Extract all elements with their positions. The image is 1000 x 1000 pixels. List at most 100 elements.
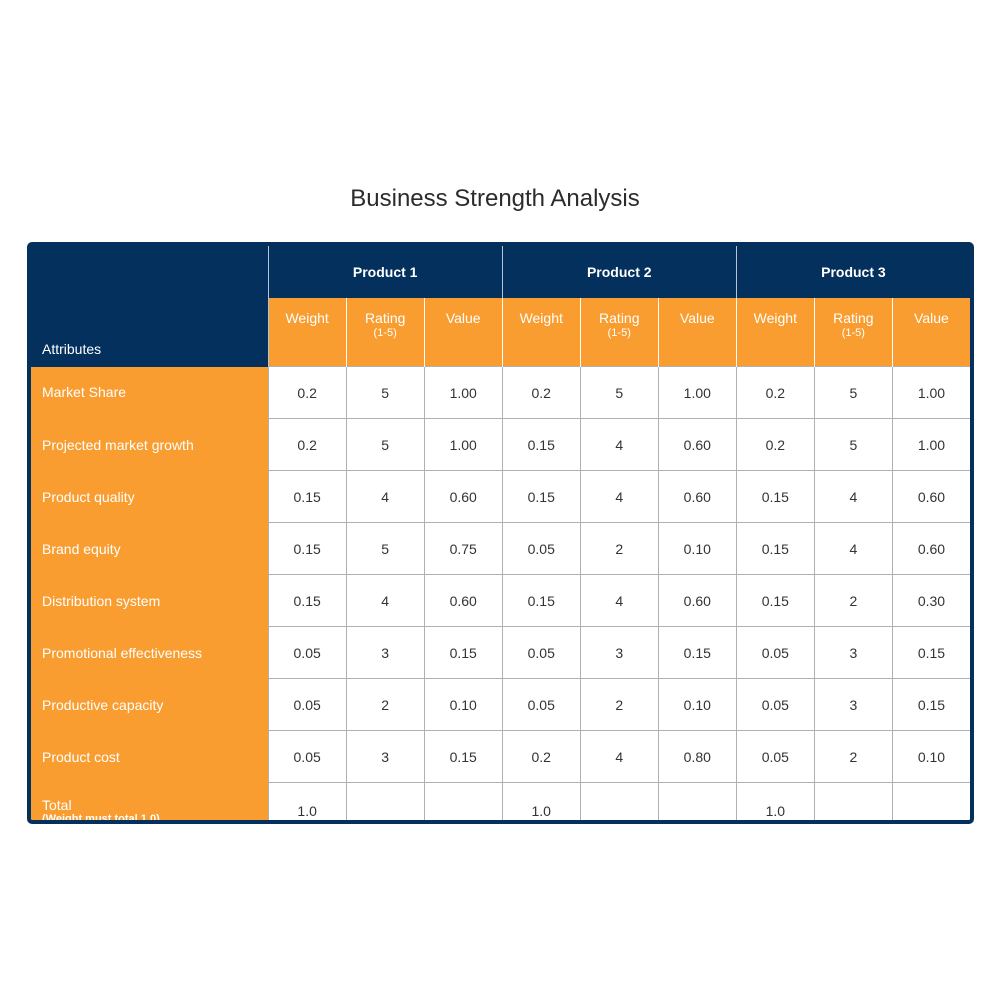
table-cell: 4 [579,470,659,523]
table-cell: 0.60 [657,574,737,627]
table-cell: 1.00 [891,418,970,471]
table-cell: 1.0 [735,782,815,820]
table-cell: 5 [345,418,425,471]
table-cell: 0.60 [891,522,970,575]
table-cell [657,782,737,820]
value-header: Value [657,298,737,367]
table-cell: 0.60 [423,574,503,627]
table-row: Product quality 0.15 4 0.60 0.15 4 0.60 … [31,470,970,523]
table-cell: 0.2 [735,366,815,419]
table-cell: 0.05 [267,730,347,783]
table-cell: 1.0 [501,782,581,820]
weight-header: Weight [501,298,581,367]
table-cell: 0.75 [423,522,503,575]
product-1-header: Product 1 [267,246,503,298]
rating-header: Rating (1-5) [579,298,659,367]
rating-header: Rating (1-5) [345,298,425,367]
table-cell: 0.30 [891,574,970,627]
table-cell: 0.05 [735,626,815,679]
table-cell: 0.2 [735,418,815,471]
table-cell: 0.60 [423,470,503,523]
page-title: Business Strength Analysis [350,185,640,212]
table-cell [423,782,503,820]
table-cell: 0.15 [267,522,347,575]
weight-header: Weight [735,298,815,367]
table-cell: 4 [813,470,893,523]
table-row: Projected market growth 0.2 5 1.00 0.15 … [31,418,970,471]
table-cell: 0.15 [267,574,347,627]
table-cell: 0.15 [267,470,347,523]
product-3-header: Product 3 [735,246,970,298]
row-label: Market Share [31,366,269,419]
subheader-row: Weight Rating (1-5) Value Weight Rating (1… [31,298,970,367]
table-cell: 5 [813,366,893,419]
table-cell: 0.15 [501,574,581,627]
table-cell: 0.15 [423,626,503,679]
table-cell: 0.2 [267,418,347,471]
table-cell: 0.15 [501,418,581,471]
table-cell [345,782,425,820]
value-header: Value [891,298,970,367]
table-cell: 0.10 [657,522,737,575]
table-cell: 0.10 [657,678,737,731]
product-2-header: Product 2 [501,246,737,298]
row-label: Product cost [31,730,269,783]
table-cell: 0.2 [267,366,347,419]
table-cell: 0.05 [501,626,581,679]
strength-table: Attributes Product 1 Product 2 Product 3… [31,246,970,824]
table-cell: 0.60 [657,470,737,523]
table-cell: 1.00 [423,418,503,471]
table-cell: 3 [813,678,893,731]
table-cell: 0.15 [735,522,815,575]
row-label: Productive capacity [31,678,269,731]
row-label: Projected market growth [31,418,269,471]
table-cell: 0.15 [657,626,737,679]
total-note: (Weight must total 1.0) [42,812,160,824]
table-cell: 1.00 [657,366,737,419]
table-cell: 2 [579,678,659,731]
table-cell: 0.2 [501,366,581,419]
total-label-cell: Total (Weight must total 1.0) [31,782,269,824]
row-label: Distribution system [31,574,269,627]
table-cell: 5 [813,418,893,471]
strength-table-frame: Attributes Product 1 Product 2 Product 3… [27,242,974,824]
table-cell: 3 [813,626,893,679]
table-cell: 0.15 [423,730,503,783]
table-row: Promotional effectiveness 0.05 3 0.15 0.… [31,626,970,679]
row-label: Brand equity [31,522,269,575]
table-cell: 0.60 [657,418,737,471]
table-cell: 5 [345,366,425,419]
rating-label: Rating [364,310,406,326]
rating-header: Rating (1-5) [813,298,893,367]
table-cell: 0.10 [891,730,970,783]
total-row: Total (Weight must total 1.0) 1.0 1.0 1.0 [31,782,970,824]
table-cell: 2 [579,522,659,575]
table-row: Market Share 0.2 5 1.00 0.2 5 1.00 0.2 5… [31,366,970,419]
table-cell: 4 [579,730,659,783]
table-cell: 0.05 [501,678,581,731]
table-cell: 2 [813,574,893,627]
table-cell: 4 [579,574,659,627]
table-cell: 0.60 [891,470,970,523]
table-cell: 0.05 [267,626,347,679]
table-cell: 0.15 [501,470,581,523]
table-row: Productive capacity 0.05 2 0.10 0.05 2 0… [31,678,970,731]
table-cell: 1.00 [891,366,970,419]
table-cell: 0.05 [735,678,815,731]
table-cell: 4 [579,418,659,471]
table-row: Product cost 0.05 3 0.15 0.2 4 0.80 0.05… [31,730,970,783]
table-cell: 0.15 [735,470,815,523]
table-cell: 5 [345,522,425,575]
table-cell [813,782,893,820]
table-cell: 2 [813,730,893,783]
table-cell [891,782,970,820]
weight-header: Weight [267,298,347,367]
table-cell: 3 [345,626,425,679]
table-cell: 0.80 [657,730,737,783]
table-cell: 1.0 [267,782,347,820]
attributes-header: Attributes [31,246,269,367]
table-cell: 4 [345,574,425,627]
table-cell: 1.00 [423,366,503,419]
table-cell: 4 [345,470,425,523]
table-cell: 3 [345,730,425,783]
